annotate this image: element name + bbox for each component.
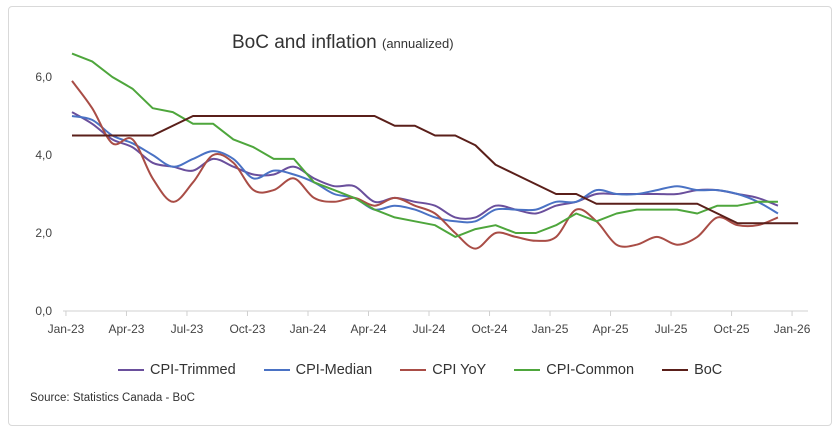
x-tick-label: Jul-23 <box>171 322 204 336</box>
legend-item: CPI-Trimmed <box>118 362 236 378</box>
legend-item: CPI YoY <box>400 362 486 378</box>
legend-label: CPI-Common <box>546 362 635 378</box>
legend-label: BoC <box>694 362 723 378</box>
series-line-cpi-trimmed <box>71 111 779 220</box>
x-tick-label: Oct-24 <box>472 322 508 336</box>
x-tick-label: Jan-25 <box>532 322 569 336</box>
title-text: BoC and inflation <box>232 32 377 53</box>
legend-label: CPI-Trimmed <box>150 362 236 378</box>
x-tick-label: Jul-24 <box>413 322 446 336</box>
y-tick-label: 0,0 <box>35 304 52 318</box>
series-line-boc <box>72 115 799 225</box>
y-tick-label: 4,0 <box>35 148 52 162</box>
y-tick-label: 2,0 <box>35 226 52 240</box>
legend-item: CPI-Median <box>263 362 373 378</box>
x-tick-label: Apr-25 <box>593 322 629 336</box>
x-tick-label: Jan-24 <box>290 322 327 336</box>
legend-item: BoC <box>662 362 722 378</box>
x-tick-label: Jul-25 <box>655 322 688 336</box>
x-tick-label: Jan-23 <box>48 322 85 336</box>
x-tick-label: Apr-23 <box>108 322 144 336</box>
legend-swatch <box>662 368 689 372</box>
series-line-cpi-median <box>71 115 779 224</box>
chart-title: BoC and inflation (annualized) <box>232 32 454 54</box>
legend-item: CPI-Common <box>514 362 634 378</box>
legend: CPI-Trimmed CPI-Median CPI YoY CPI-Common Bo… <box>118 362 750 378</box>
series-line-cpi-yoy <box>71 80 779 250</box>
y-tick-label: 6,0 <box>35 70 52 84</box>
x-tick-label: Oct-25 <box>714 322 750 336</box>
x-tick-label: Oct-23 <box>229 322 265 336</box>
legend-label: CPI-Median <box>295 362 373 378</box>
legend-label: CPI YoY <box>432 362 487 378</box>
legend-swatch <box>263 368 290 372</box>
legend-swatch <box>514 368 541 372</box>
x-tick-label: Jan-26 <box>774 322 811 336</box>
x-tick-label: Apr-24 <box>350 322 386 336</box>
chart-frame <box>8 6 832 426</box>
source-note: Source: Statistics Canada - BoC <box>30 392 195 404</box>
legend-swatch <box>400 368 427 372</box>
legend-swatch <box>118 368 144 372</box>
chart-subtitle: (annualized) <box>382 36 454 51</box>
series-line-cpi-common <box>71 52 778 238</box>
